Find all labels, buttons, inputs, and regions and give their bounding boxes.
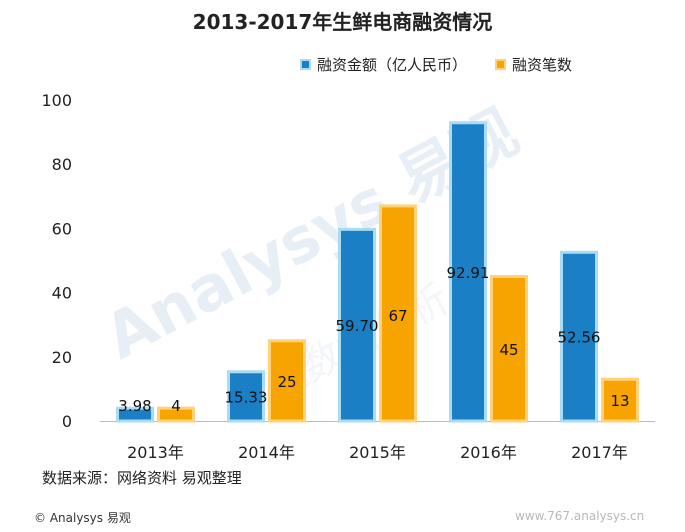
- bar-amount-4: [560, 250, 598, 423]
- data-label-count-0: 4: [171, 397, 181, 415]
- y-tick-label-1: 20: [52, 348, 72, 367]
- data-label-amount-0: 3.98: [118, 397, 151, 415]
- legend-swatch-amount: [300, 59, 311, 70]
- x-tick-label-0: 2013年: [127, 443, 184, 462]
- data-label-amount-4: 52.56: [558, 329, 601, 347]
- data-label-count-2: 67: [388, 307, 407, 325]
- bar-amount-3: [449, 121, 487, 423]
- legend-label-count: 融资笔数: [512, 56, 573, 74]
- y-tick-label-2: 40: [52, 284, 72, 303]
- y-tick-label-5: 100: [41, 91, 72, 110]
- bar-amount-1: [227, 370, 265, 423]
- x-tick-label-2: 2015年: [349, 443, 406, 462]
- y-tick-label-3: 60: [52, 219, 72, 238]
- legend-swatch-count: [495, 59, 507, 70]
- bar-count-2: [379, 204, 417, 423]
- data-source-note: 数据来源：网络资料 易观整理: [42, 469, 242, 487]
- data-label-count-4: 13: [610, 392, 629, 410]
- x-tick-label-1: 2014年: [238, 443, 295, 462]
- legend-label-amount: 融资金额（亿人民币）: [317, 56, 468, 74]
- data-label-count-3: 45: [499, 341, 518, 359]
- bar-amount-0: [116, 406, 154, 423]
- legend-item-amount: 融资金额（亿人民币）: [300, 54, 467, 75]
- x-tick-label-4: 2017年: [571, 443, 628, 462]
- x-tick-label-3: 2016年: [460, 443, 517, 462]
- legend-item-count: 融资笔数: [495, 54, 572, 75]
- y-tick-label-4: 80: [52, 155, 72, 174]
- chart-legend: 融资金额（亿人民币） 融资笔数: [300, 54, 600, 75]
- bar-amount-2: [338, 227, 376, 423]
- watermark-url: www.767.analysys.cn: [515, 509, 645, 523]
- bar-count-3: [490, 275, 528, 423]
- data-label-count-1: 25: [277, 373, 296, 391]
- y-tick-label-0: 0: [62, 412, 72, 431]
- bar-count-1: [268, 339, 306, 423]
- bar-count-4: [601, 377, 639, 423]
- chart-title: 2013-2017年生鲜电商融资情况: [192, 10, 493, 34]
- bar-count-0: [157, 406, 195, 423]
- footer-brand: © Analysys 易观: [34, 511, 131, 525]
- data-label-amount-1: 15.33: [225, 388, 268, 406]
- data-label-amount-2: 59.70: [336, 317, 379, 335]
- data-label-amount-3: 92.91: [447, 264, 490, 282]
